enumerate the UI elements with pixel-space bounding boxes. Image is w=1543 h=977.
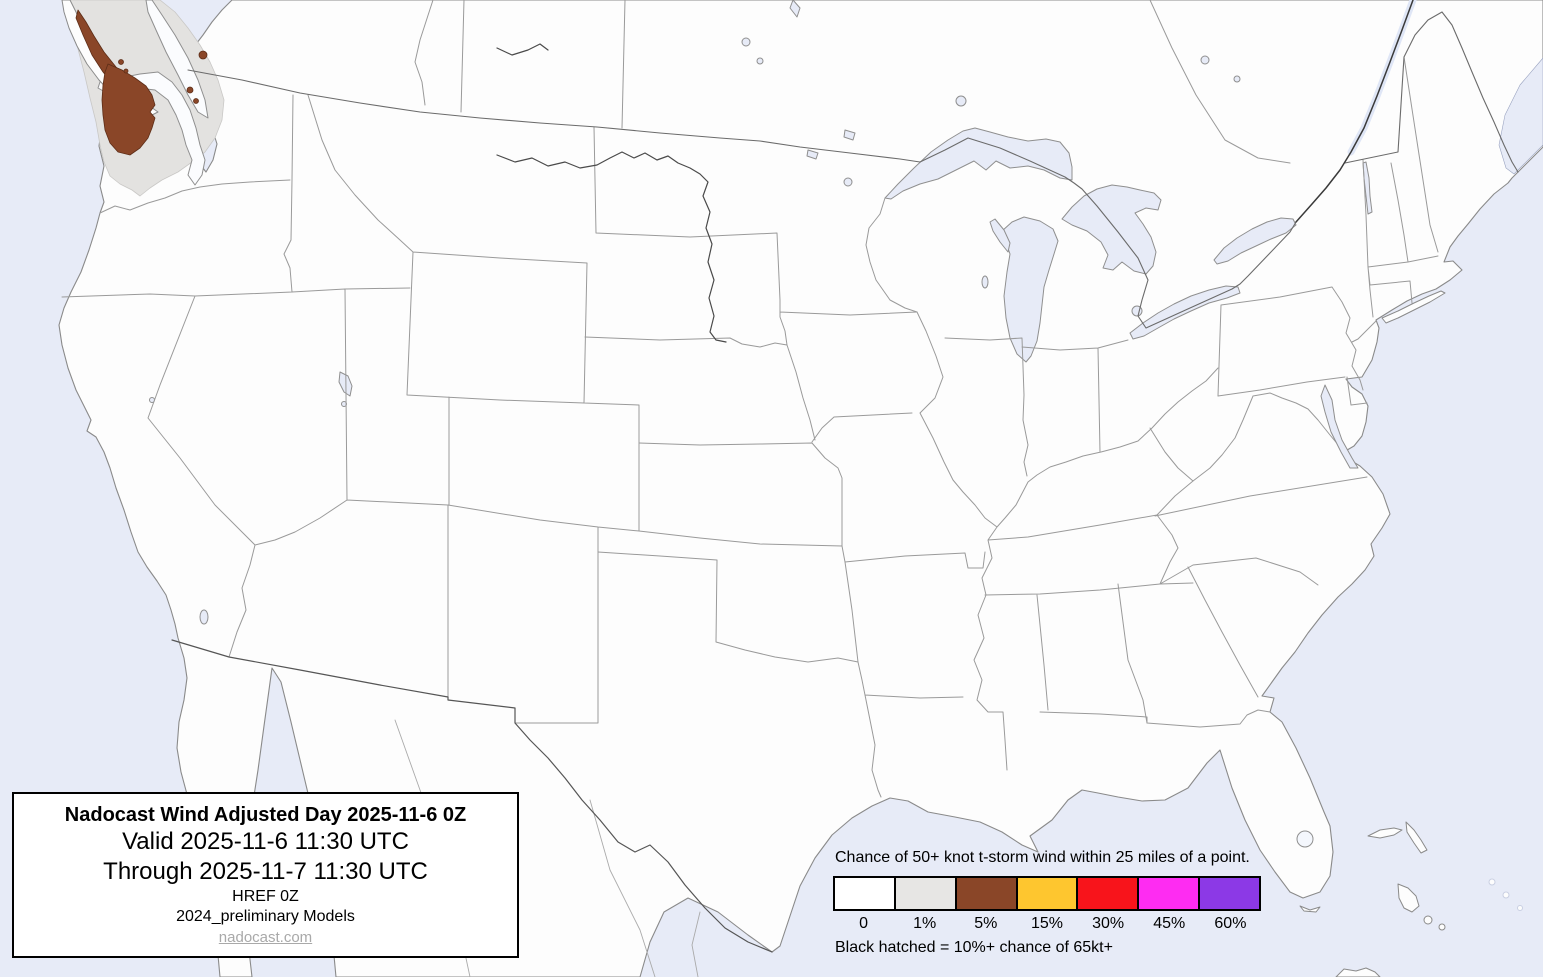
lake-erie [1129,285,1241,340]
forecast-title: Nadocast Wind Adjusted Day 2025-11-6 0Z [64,803,467,826]
legend-label-60pct: 60% [1214,915,1247,932]
legend-swatch-45pct [1139,878,1201,909]
state-borders-southeast [1117,427,1368,728]
legend-label-1pct: 1% [913,915,937,932]
legend-label-30pct: 30% [1092,915,1125,932]
us-mexico-border [171,639,773,953]
through-time: Through 2025-11-7 11:30 UTC [103,857,428,885]
abaco [1405,821,1428,854]
chesapeake-bay [1320,384,1359,469]
nadocast-link[interactable]: nadocast.com [218,928,313,946]
manitoba-lake-1 [741,37,751,47]
model-label: HREF 0Z [232,887,299,905]
canada-province-borders [414,0,1291,164]
mille-lacs [843,177,853,187]
lake-nipigon [955,95,967,107]
legend-labels: 0 1% 5% 15% 30% 45% 60% [833,915,1261,933]
lake-superior [884,127,1073,200]
manitoba-lake-2 [756,57,764,65]
legend-swatch-0 [835,878,896,909]
quebec-lake-2 [1233,75,1241,83]
long-island [1381,290,1446,324]
andros [1397,883,1420,913]
lake-okeechobee [1296,830,1314,848]
lake-ontario [1213,217,1297,265]
lake-winnebago [981,275,989,289]
lake-michigan [1001,216,1059,363]
legend-label-15pct: 15% [1030,915,1063,932]
bahama-cay-2 [1438,923,1446,931]
cuba-coast [1335,967,1381,977]
lake-winnipeg-tip [789,0,801,18]
forecast-region-5pct [75,9,208,156]
state-borders-midwest [865,197,1219,771]
missouri-river [496,151,727,343]
saskatchewan-river [496,43,549,56]
landmass [58,0,1543,977]
state-borders-west [61,94,640,724]
legend-swatch-30pct [1078,878,1140,909]
legend-label-0: 0 [859,915,869,932]
islands [1299,290,1523,977]
legend-footnote: Black hatched = 10%+ chance of 65kt+ [835,939,1113,956]
state-borders-plains [584,126,986,798]
legend-swatch-15pct [1017,878,1079,909]
legend-title: Chance of 50+ knot t-storm wind within 2… [835,849,1250,866]
legend-color-bar [833,876,1261,911]
state-borders-northeast [1192,56,1439,482]
cuba-cay-1 [1488,878,1496,886]
bahama-cay-1 [1423,915,1433,925]
valid-time: Valid 2025-11-6 11:30 UTC [122,828,409,856]
legend-swatch-5pct [956,878,1018,909]
probability-legend: Chance of 50+ knot t-storm wind within 2… [833,849,1261,957]
gulf-of-maine-water [1498,57,1543,175]
green-bay [989,218,1011,253]
grand-bahama [1367,827,1403,839]
title-box: Nadocast Wind Adjusted Day 2025-11-6 0Z … [12,792,519,958]
cuba-cay-3 [1517,905,1523,911]
legend-label-45pct: 45% [1153,915,1186,932]
lake-huron [1061,184,1162,275]
red-lake [806,149,819,160]
lake-of-the-woods [843,129,856,141]
quebec-lake-1 [1200,55,1210,65]
salton-sea [199,609,209,625]
great-lakes [149,0,1373,848]
st-lawrence-border-dark [1295,0,1414,223]
us-canada-border [187,11,1519,329]
florida-keys [1299,905,1321,913]
legend-label-5pct: 5% [974,915,998,932]
rivers [496,43,727,343]
cuba-cay-2 [1502,891,1510,899]
legend-swatch-1pct [895,878,957,909]
legend-swatch-60pct [1200,878,1260,909]
models-note: 2024_preliminary Models [176,908,355,926]
